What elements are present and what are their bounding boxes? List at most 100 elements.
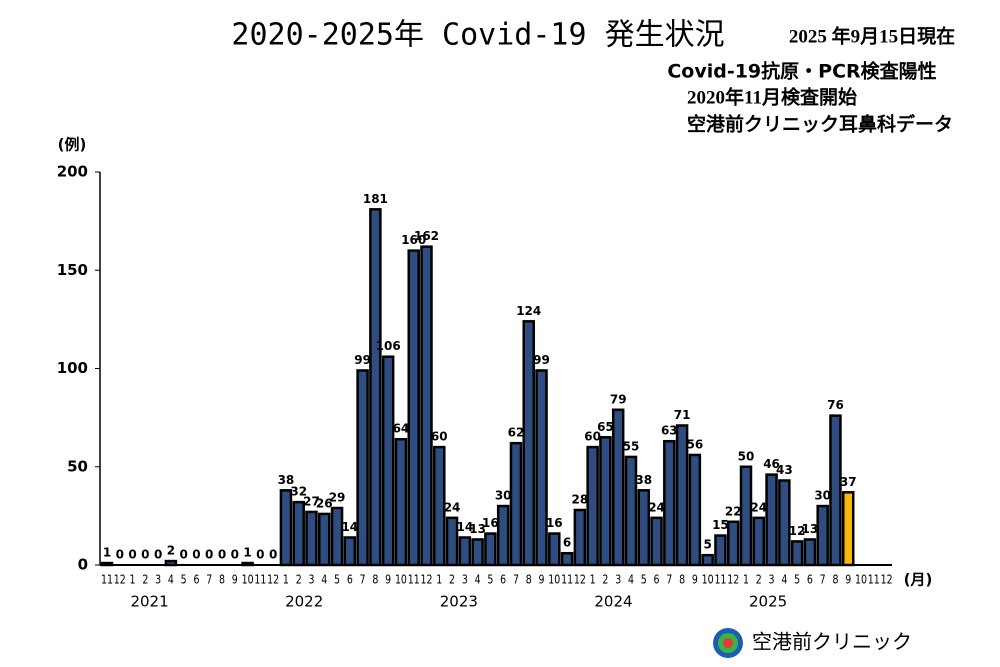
data-label: 2 <box>167 544 175 558</box>
bar <box>675 424 689 567</box>
x-tick-label: 7 <box>666 573 672 587</box>
bar <box>356 369 369 567</box>
note: 空港前クリニック耳鼻科データ <box>687 113 953 136</box>
x-tick-label: 6 <box>500 573 506 587</box>
data-label: 0 <box>116 548 124 562</box>
bar <box>586 445 599 567</box>
x-tick-label: 5 <box>641 573 647 587</box>
data-label: 99 <box>533 353 550 367</box>
x-tick-label: 7 <box>206 573 212 587</box>
year-label: 2021 <box>130 593 168 611</box>
data-label: 24 <box>750 500 767 514</box>
bar <box>650 516 663 567</box>
x-tick-label: 1 <box>590 573 596 587</box>
bar <box>752 516 766 567</box>
data-label: 13 <box>802 522 819 536</box>
data-label: 26 <box>316 496 333 510</box>
data-label: 124 <box>516 304 541 318</box>
x-tick-label: 6 <box>654 573 660 587</box>
x-tick-label: 6 <box>193 573 199 587</box>
data-label: 99 <box>354 353 371 367</box>
data-label: 30 <box>495 489 512 503</box>
bar <box>381 355 395 567</box>
x-tick-label: 2 <box>756 573 762 587</box>
x-tick-label: 5 <box>334 573 340 587</box>
data-label: 162 <box>414 229 439 243</box>
x-tick-label: 4 <box>475 573 481 587</box>
data-label: 12 <box>789 524 806 538</box>
data-label: 0 <box>154 548 162 562</box>
bar <box>509 441 523 567</box>
bar <box>611 408 625 567</box>
data-label: 60 <box>584 430 601 444</box>
bar <box>100 561 114 567</box>
data-label: 50 <box>738 449 755 463</box>
data-label: 38 <box>635 473 652 487</box>
x-tick-label: 3 <box>155 573 161 587</box>
data-label: 181 <box>363 192 388 206</box>
data-label: 32 <box>290 485 307 499</box>
logo <box>713 628 743 658</box>
x-tick-label: 5 <box>794 573 800 587</box>
bar <box>803 538 817 567</box>
data-label: 5 <box>703 538 711 552</box>
bar <box>637 489 651 567</box>
bar <box>292 500 305 567</box>
bar <box>330 506 344 567</box>
bar <box>790 540 804 567</box>
x-tick-label: 8 <box>372 573 378 587</box>
bar <box>765 473 778 567</box>
data-label: 0 <box>180 548 188 562</box>
bar <box>778 479 791 567</box>
x-tick-label: 3 <box>462 573 468 587</box>
data-label: 160 <box>401 233 426 247</box>
x-tick-label: 12 <box>267 573 279 587</box>
bar <box>164 559 178 567</box>
data-label: 22 <box>725 504 742 518</box>
x-tick-label: 4 <box>781 573 787 587</box>
year-label: 2022 <box>285 593 323 611</box>
x-tick-label: 4 <box>168 573 174 587</box>
footer: 空港前クリニック <box>752 630 912 654</box>
x-tick-label: 9 <box>232 573 238 587</box>
data-label: 14 <box>341 520 358 534</box>
data-label: 55 <box>623 439 640 453</box>
bar <box>560 551 574 567</box>
data-label: 65 <box>597 420 614 434</box>
year-label: 2023 <box>440 593 478 611</box>
bar <box>496 504 510 567</box>
bar <box>241 561 254 567</box>
bar <box>829 414 842 567</box>
bar <box>343 536 357 567</box>
x-tick-label: 7 <box>360 573 366 587</box>
y-tick-label: 50 <box>67 457 88 475</box>
data-label: 0 <box>231 548 239 562</box>
bar <box>739 465 753 567</box>
data-label: 0 <box>192 548 200 562</box>
x-tick-label: 1 <box>283 573 289 587</box>
data-label: 27 <box>303 494 320 508</box>
data-label: 79 <box>610 392 627 406</box>
x-tick-label: 10 <box>242 573 254 587</box>
x-tick-label: 5 <box>181 573 187 587</box>
x-tick-label: 2 <box>602 573 608 587</box>
y-axis-label: (例) <box>58 136 87 154</box>
x-tick-label: 9 <box>692 573 698 587</box>
bar <box>458 536 472 567</box>
x-tick-label: 9 <box>385 573 391 587</box>
x-tick-label: 11 <box>868 573 880 587</box>
x-tick-label: 2 <box>449 573 455 587</box>
y-tick-label: 0 <box>78 556 88 574</box>
bar <box>599 436 612 567</box>
bar <box>624 455 638 567</box>
bar <box>279 489 293 567</box>
x-tick-label: 9 <box>539 573 545 587</box>
data-label: 6 <box>563 536 571 550</box>
x-tick-label: 7 <box>513 573 519 587</box>
x-tick-label: 3 <box>615 573 621 587</box>
data-label: 0 <box>269 548 277 562</box>
x-tick-label: 10 <box>702 573 714 587</box>
bar <box>573 508 587 567</box>
x-tick-label: 3 <box>769 573 775 587</box>
data-label: 0 <box>141 548 149 562</box>
